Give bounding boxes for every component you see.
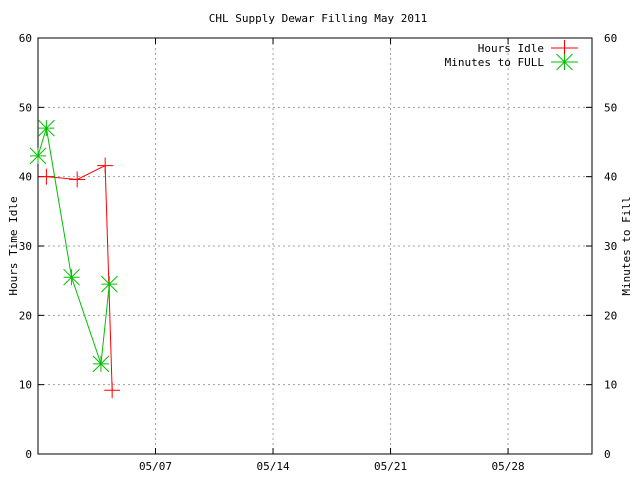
y-tick-label: 10 xyxy=(19,379,32,392)
legend-swatch-marker-minutes-to-full xyxy=(556,53,573,71)
data-point-hours-idle xyxy=(38,168,55,185)
series-layer xyxy=(29,119,121,399)
chart-title: CHL Supply Dewar Filling May 2011 xyxy=(209,12,428,25)
data-point-minutes-to-full xyxy=(92,355,110,373)
x-axis-tick-labels: 05/07 05/14 05/21 05/28 xyxy=(139,460,525,473)
legend-label-hours-idle: Hours Idle xyxy=(478,42,544,55)
data-point-minutes-to-full xyxy=(29,147,47,165)
grid xyxy=(38,38,592,454)
y-tick-label: 40 xyxy=(19,171,32,184)
y-tick-label: 30 xyxy=(19,240,32,253)
y2-tick-label: 10 xyxy=(604,379,617,392)
marker-stroke xyxy=(100,275,118,293)
y2-tick-label: 60 xyxy=(604,32,617,45)
y-tick-label: 50 xyxy=(19,101,32,114)
marker-stroke xyxy=(63,268,80,286)
marker-stroke xyxy=(556,53,573,71)
x-tick-label: 05/28 xyxy=(491,460,524,473)
legend-swatch-marker-hours-idle xyxy=(556,40,573,56)
y-axis-label: Hours Time Idle xyxy=(7,196,20,295)
y-tick-label: 60 xyxy=(19,32,32,45)
marker-stroke xyxy=(38,119,55,137)
y2-tick-label: 0 xyxy=(604,448,611,461)
y2-axis-label: Minutes to Fill xyxy=(620,196,633,295)
legend-swatches xyxy=(551,40,578,71)
y2-tick-label: 30 xyxy=(604,240,617,253)
data-point-hours-idle xyxy=(97,157,114,174)
data-point-minutes-to-full xyxy=(38,119,55,137)
series-line-hours-idle xyxy=(46,164,113,391)
series-hours-idle xyxy=(38,157,121,399)
x-tick-label: 05/14 xyxy=(256,460,289,473)
legend-label-minutes-to-full: Minutes to FULL xyxy=(445,56,545,69)
y2-axis-tick-labels: 0 10 20 30 40 50 60 xyxy=(604,32,617,461)
legend: Hours Idle Minutes to FULL xyxy=(445,40,578,71)
y2-tick-label: 40 xyxy=(604,171,617,184)
data-point-minutes-to-full xyxy=(100,275,118,293)
x-tick-label: 05/07 xyxy=(139,460,172,473)
series-minutes-to-full xyxy=(29,119,118,373)
marker-stroke xyxy=(92,355,110,373)
y2-tick-label: 20 xyxy=(604,309,617,322)
y-axis-tick-labels: 0 10 20 30 40 50 60 xyxy=(19,32,32,461)
marker-stroke xyxy=(29,147,47,165)
data-point-hours-idle xyxy=(104,382,121,399)
y-tick-label: 20 xyxy=(19,309,32,322)
y2-tick-label: 50 xyxy=(604,101,617,114)
y-tick-label: 0 xyxy=(25,448,32,461)
data-point-hours-idle xyxy=(69,171,86,188)
x-tick-label: 05/21 xyxy=(374,460,407,473)
data-point-minutes-to-full xyxy=(63,268,80,286)
